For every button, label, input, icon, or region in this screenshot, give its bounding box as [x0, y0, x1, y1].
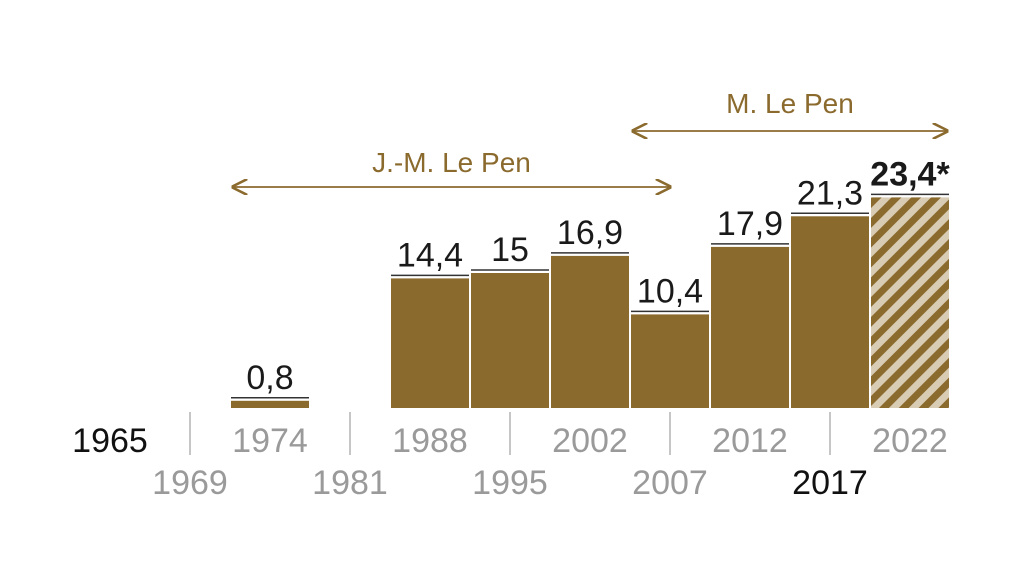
period-label-1: M. Le Pen: [726, 88, 854, 119]
value-label-2012: 17,9: [717, 205, 783, 243]
year-label-1969: 1969: [152, 464, 228, 502]
value-label-2017: 21,3: [797, 174, 863, 212]
year-label-2007: 2007: [632, 464, 708, 502]
value-label-1988: 14,4: [397, 236, 463, 274]
value-label-2007: 10,4: [637, 272, 703, 310]
period-label-0: J.-M. Le Pen: [372, 147, 531, 178]
year-label-1974: 1974: [232, 422, 308, 460]
year-label-1965: 1965: [72, 422, 148, 460]
year-label-1988: 1988: [392, 422, 468, 460]
bar-1988: [391, 278, 469, 408]
bar-2017: [791, 216, 869, 408]
year-label-1995: 1995: [472, 464, 548, 502]
bar-1995: [471, 273, 549, 408]
value-labels: 0,8 14,4 15 16,9 10,4 17,9 21,3 23,4*: [246, 155, 950, 396]
year-label-1981: 1981: [312, 464, 388, 502]
value-label-1995: 15: [491, 231, 529, 269]
period-annotations: J.-M. Le Pen M. Le Pen: [233, 88, 947, 187]
bars: [231, 193, 949, 408]
bar-2012: [711, 246, 789, 408]
year-label-2002: 2002: [552, 422, 628, 460]
year-label-2012: 2012: [712, 422, 788, 460]
year-label-2022: 2022: [872, 422, 948, 460]
year-label-2017: 2017: [792, 464, 868, 502]
year-labels: 1965196919741981198819952002200720122017…: [72, 422, 948, 502]
value-label-2022: 23,4*: [870, 155, 950, 193]
year-separators: [189, 412, 831, 455]
bar-1974: [231, 400, 309, 408]
value-label-1974: 0,8: [246, 359, 293, 397]
bar-2007: [631, 314, 709, 408]
value-label-2002: 16,9: [557, 214, 623, 252]
bar-2022: [871, 197, 949, 408]
bar-2002: [551, 255, 629, 408]
